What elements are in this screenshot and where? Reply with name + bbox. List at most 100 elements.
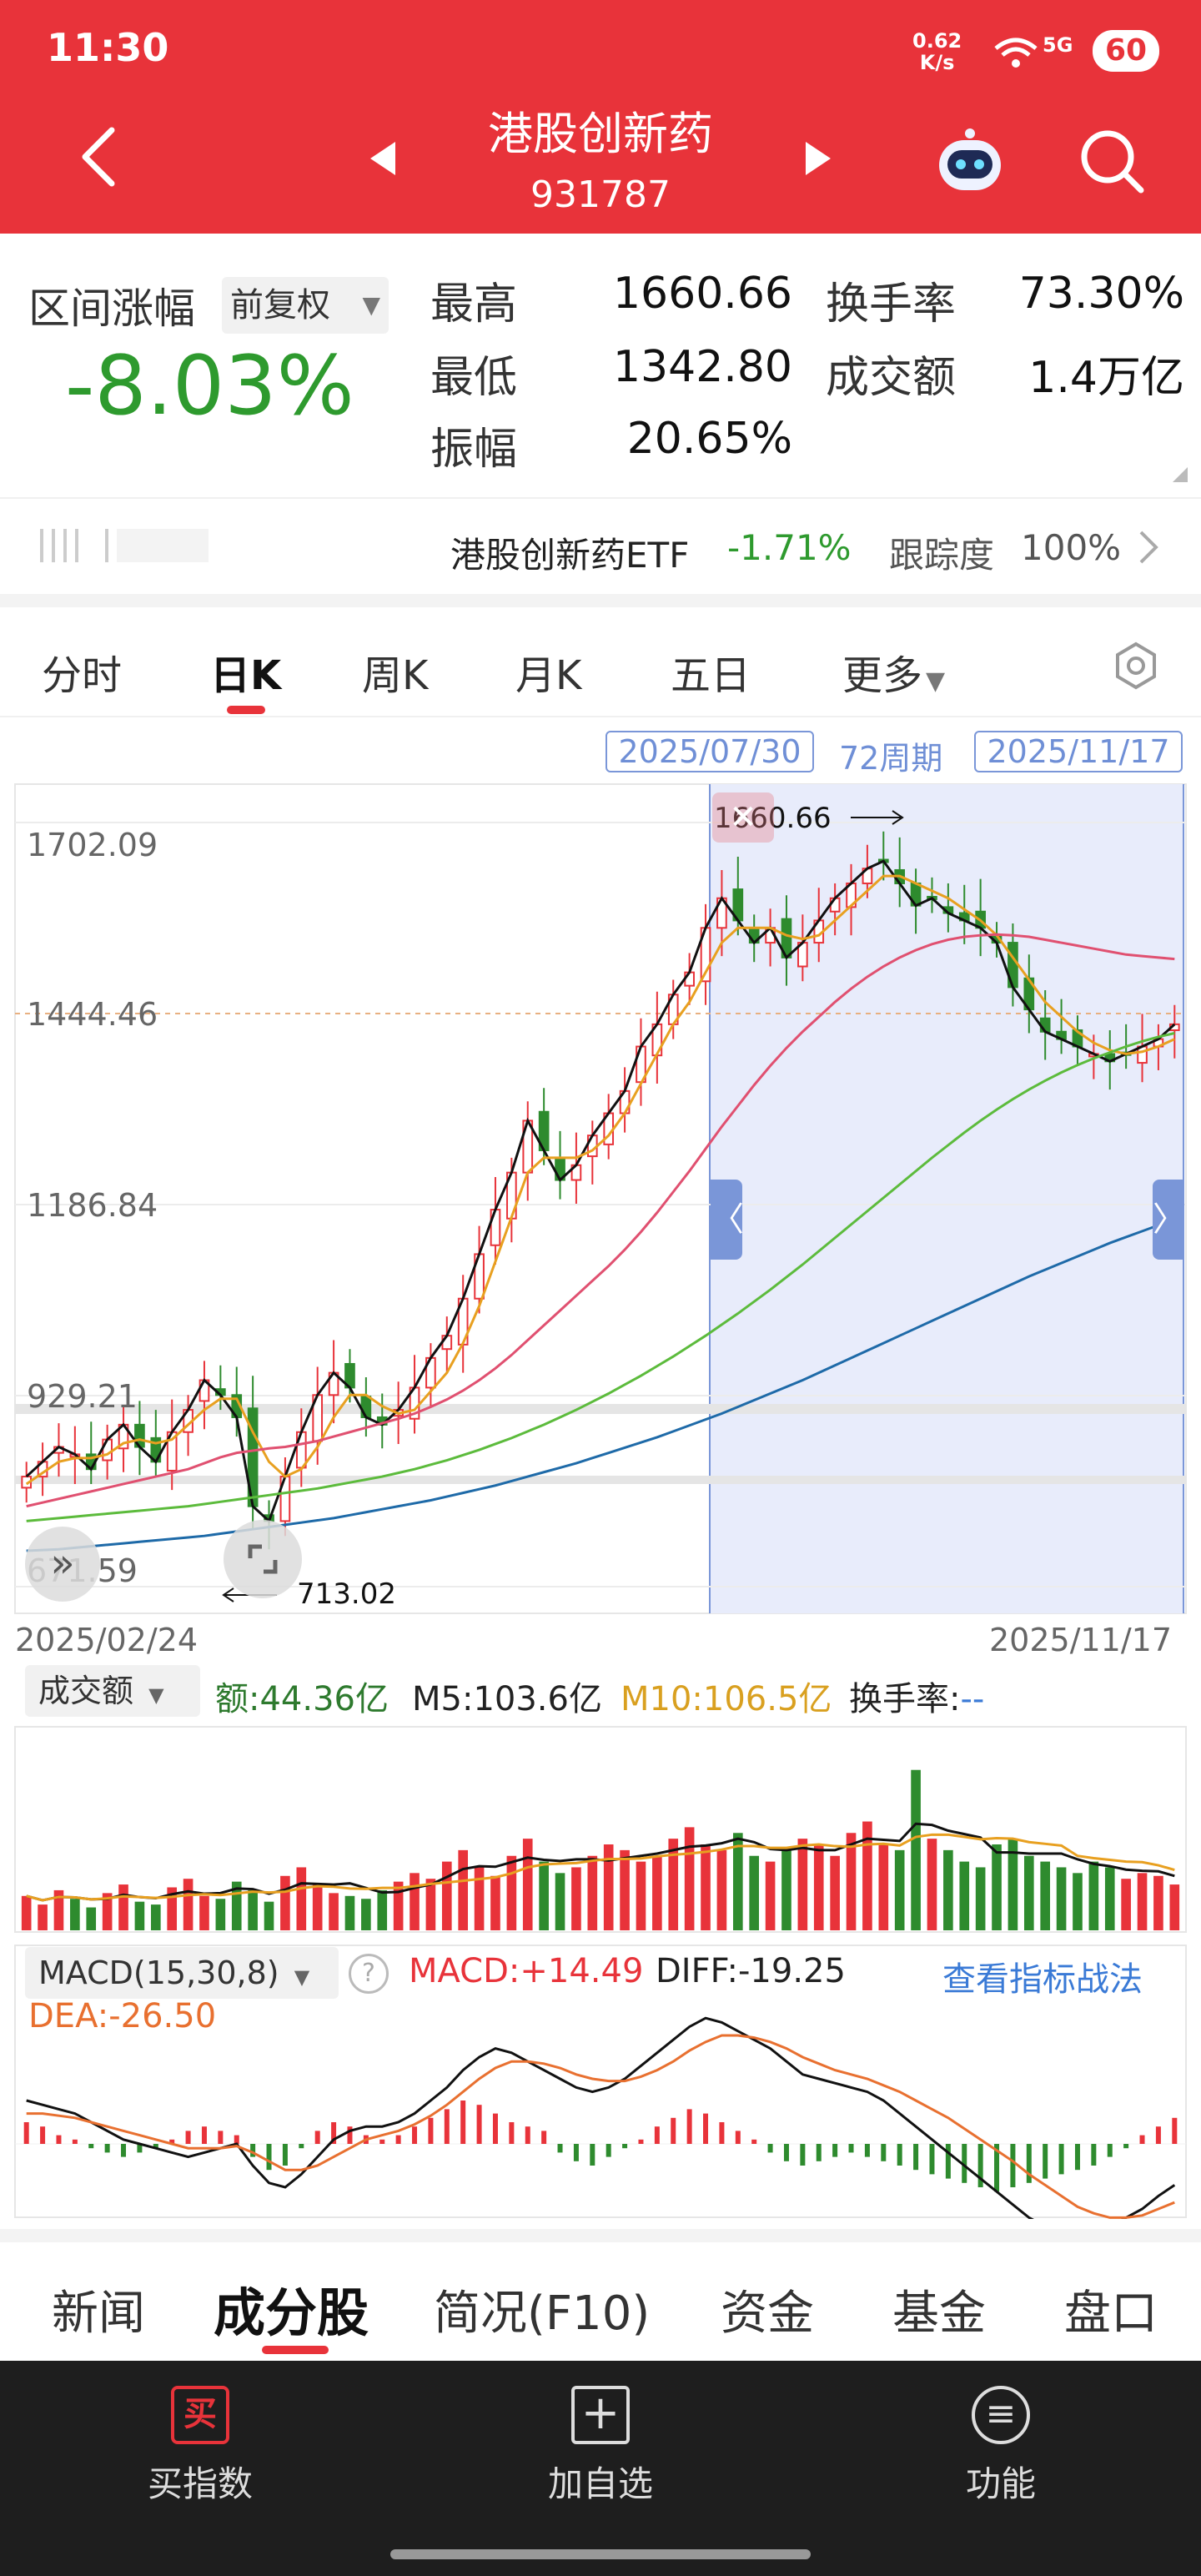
tab-five-day[interactable]: 五日 [671,652,751,699]
macd-hist-bar [1091,2144,1097,2166]
volume-bar [813,1844,824,1930]
function-menu-button[interactable]: ≡ 功能 [876,2386,1126,2507]
volume-bar [1056,1867,1067,1930]
stat-turnover-value: 73.30% [1018,269,1184,319]
adjust-selector[interactable]: 前复权 ▼ [222,277,389,334]
fullscreen-icon[interactable] [224,1520,302,1598]
volume-bar [312,1884,323,1930]
divider [0,716,1201,717]
indicator-strategy-link[interactable]: 查看指标战法 [942,1960,1143,1999]
tab-constituents[interactable]: 成分股 [214,2282,369,2343]
chevron-right-icon[interactable] [1136,529,1161,566]
volume-bar [361,1899,371,1930]
volume-bar [199,1895,209,1930]
range-end-date[interactable]: 2025/11/17 [974,731,1183,772]
tab-daily-k[interactable]: 日K [210,652,282,699]
volume-bar [959,1861,970,1930]
volume-bar [102,1893,113,1930]
macd-hist-bar [460,2101,466,2144]
expand-left-icon[interactable]: » [25,1527,100,1602]
add-watchlist-button[interactable]: + 加自选 [547,2386,653,2504]
tab-order-book[interactable]: 盘口 [1064,2287,1158,2341]
volume-bar [248,1889,258,1930]
macd-hist-bar [1139,2135,1145,2144]
range-left-handle[interactable]: 〈 [711,1180,744,1260]
close-range-icon[interactable]: ✕ [712,792,774,843]
volume-bar [975,1867,986,1930]
volume-bar [134,1901,145,1930]
macd-hist-bar [169,2139,175,2144]
macd-hist-bar [56,2135,62,2144]
tab-fund[interactable]: 基金 [892,2287,986,2341]
tab-more[interactable]: 更多 ▼ [842,652,946,699]
volume-bar [571,1867,581,1930]
macd-hist-bar [201,2126,207,2144]
volume-bar [150,1904,161,1930]
range-right-handle[interactable]: 〉 [1153,1180,1186,1260]
volume-bar [410,1873,420,1930]
macd-hist-bar [1074,2144,1080,2171]
macd-hist-bar [945,2144,951,2179]
sparkline-icon [33,522,217,569]
tab-weekly-k[interactable]: 周K [362,652,429,699]
diff-value: DIFF:-19.25 [656,1952,846,1990]
macd-hist-bar [428,2117,434,2144]
volume-bar [425,1879,436,1930]
tab-news[interactable]: 新闻 [52,2287,145,2341]
macd-hist-bar [1043,2144,1048,2179]
volume-bar [53,1889,64,1930]
prev-index-icon[interactable] [367,140,400,177]
back-icon[interactable] [75,123,125,190]
y-tick-label: 929.21 [27,1378,138,1415]
macd-hist-bar [767,2144,773,2153]
volume-bar [377,1889,388,1930]
volume-bar [1153,1875,1163,1930]
robot-assistant-icon[interactable] [932,125,1008,200]
macd-hist-bar [509,2122,515,2144]
macd-chart[interactable] [0,1944,1201,2219]
macd-hist-bar [379,2139,385,2144]
kline-chart[interactable]: 1702.091444.461186.84929.21671.591660.66… [0,781,1201,1618]
volume-selector[interactable]: 成交额 ▼ [25,1665,200,1717]
buy-index-button[interactable]: 买 买指数 [75,2386,325,2507]
support-band [15,1404,1186,1415]
macd-hist-bar [72,2139,78,2144]
divider [0,2229,1201,2242]
tab-monthly-k[interactable]: 月K [515,652,582,699]
stat-turnover-label: 换手率 [826,279,957,330]
volume-bar [878,1844,889,1930]
next-index-icon[interactable] [801,140,834,177]
range-change-label: 区间涨幅 [28,284,195,333]
menu-icon: ≡ [972,2386,1030,2444]
volume-bar [490,1875,500,1930]
tab-profile-f10[interactable]: 简况(F10) [434,2287,651,2341]
low-marker-label: 713.02 [297,1577,396,1611]
volume-bar [86,1907,97,1930]
ma-line-close [25,859,1176,1524]
volume-bar [264,1901,274,1930]
divider [0,497,1201,499]
macd-hist-bar [266,2144,272,2171]
volume-bar [522,1839,533,1930]
volume-bar [231,1881,242,1930]
volume-bar [118,1884,128,1930]
macd-hist-bar [864,2144,870,2157]
volume-chart[interactable] [0,1725,1201,1934]
help-icon[interactable]: ? [349,1954,389,1994]
tab-intraday[interactable]: 分时 [42,652,123,699]
volume-m10: M10:106.5亿 [621,1680,832,1718]
search-icon[interactable] [1076,125,1148,197]
macd-hist-bar [977,2144,983,2187]
ma-line-MA60 [26,1032,1175,1522]
settings-icon[interactable] [1111,641,1161,691]
volume-bar [749,1855,760,1930]
tab-funds[interactable]: 资金 [721,2287,814,2341]
etf-name[interactable]: 港股创新药ETF [450,535,690,576]
expand-corner-icon[interactable] [1173,467,1188,482]
macd-hist-bar [751,2139,757,2144]
volume-bar [21,1895,32,1930]
macd-selector[interactable]: MACD(15,30,8) ▼ [25,1947,339,1999]
range-start-date[interactable]: 2025/07/30 [606,731,814,772]
range-period: 72周期 [839,740,943,777]
volume-bar [38,1904,48,1930]
